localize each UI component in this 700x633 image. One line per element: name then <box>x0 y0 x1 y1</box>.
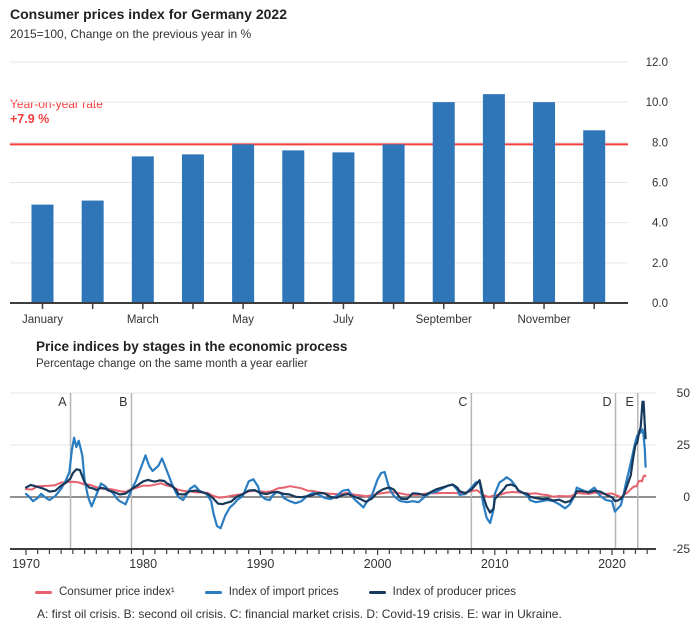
legend-label: Consumer price index¹ <box>59 586 175 598</box>
x-axis-label: 2010 <box>481 557 509 571</box>
event-label-D: D <box>602 395 611 409</box>
legend-item-1: Index of import prices <box>204 586 339 598</box>
legend-item-0: Consumer price index¹ <box>35 586 175 598</box>
y-axis-label: 2.0 <box>652 258 668 270</box>
y-axis-label: 12.0 <box>646 57 668 69</box>
bar-may <box>232 144 255 303</box>
legend-swatch-icon <box>204 590 222 594</box>
x-axis-label: 1990 <box>246 557 274 571</box>
price-indices-line-chart: -25 0 25 50 A B C D E 1970 1980 1990 2000 2010 2020 <box>10 386 691 571</box>
line-chart-subtitle: Percentage change on the same month a ye… <box>36 358 308 370</box>
series-line-0 <box>25 474 647 499</box>
bar-june <box>282 150 305 303</box>
x-axis-label: March <box>127 314 159 326</box>
y-axis-label: 0.0 <box>652 298 668 310</box>
footnote: A: first oil crisis. B: second oil crisi… <box>37 607 562 621</box>
series-line-1 <box>24 428 647 530</box>
series-line-2 <box>24 400 647 514</box>
y-axis-label: 4.0 <box>652 218 668 230</box>
legend-swatch-icon <box>35 590 52 594</box>
bar-march <box>131 156 154 303</box>
legend: Consumer price index¹ Index of import pri… <box>35 586 546 598</box>
annotation-rate: +7.9 % <box>10 112 50 126</box>
legend-label: Index of import prices <box>228 586 339 598</box>
bar-july <box>332 152 355 303</box>
x-axis-label: 2000 <box>364 557 392 571</box>
x-axis-label: November <box>518 314 571 326</box>
x-axis-label: September <box>416 314 472 326</box>
bar-november <box>533 102 556 303</box>
bar-december <box>583 130 606 303</box>
y-axis-label: 0 <box>683 490 690 504</box>
event-label-E: E <box>625 395 633 409</box>
bar-february <box>81 200 104 303</box>
x-axis-label: May <box>232 314 254 326</box>
legend-item-2: Index of producer prices <box>368 586 516 598</box>
x-axis-label: July <box>333 314 354 326</box>
event-label-A: A <box>58 395 67 409</box>
cpi-bar-chart: 0.0 2.0 4.0 6.0 8.0 10.0 12.0 January March May Ju… <box>10 57 668 326</box>
event-label-C: C <box>458 395 467 409</box>
annotation-label: Year-on-year rate <box>10 97 103 111</box>
bar-september <box>432 102 455 303</box>
bar-october <box>482 94 505 303</box>
bar-chart-subtitle: 2015=100, Change on the previous year in… <box>10 27 252 41</box>
bar-chart-title: Consumer prices index for Germany 2022 <box>10 6 287 22</box>
line-chart-title: Price indices by stages in the economic … <box>36 339 348 354</box>
y-axis-label: 50 <box>677 386 691 400</box>
event-label-B: B <box>119 395 127 409</box>
y-axis-label: 6.0 <box>652 178 668 190</box>
bar-april <box>181 154 204 303</box>
y-axis-label: 25 <box>677 438 691 452</box>
y-axis-label: -25 <box>673 542 691 556</box>
legend-swatch-icon <box>368 590 386 594</box>
bar-august <box>382 144 405 303</box>
legend-label: Index of producer prices <box>392 586 516 598</box>
x-axis-label: January <box>22 314 63 326</box>
year-on-year-annotation: Year-on-year rate +7.9 % <box>10 97 103 127</box>
y-axis-label: 10.0 <box>646 97 668 109</box>
bar-january <box>31 204 54 303</box>
x-axis-label: 1980 <box>129 557 157 571</box>
x-axis-label: 2020 <box>598 557 626 571</box>
y-axis-label: 8.0 <box>652 137 668 149</box>
x-axis-label: 1970 <box>12 557 40 571</box>
